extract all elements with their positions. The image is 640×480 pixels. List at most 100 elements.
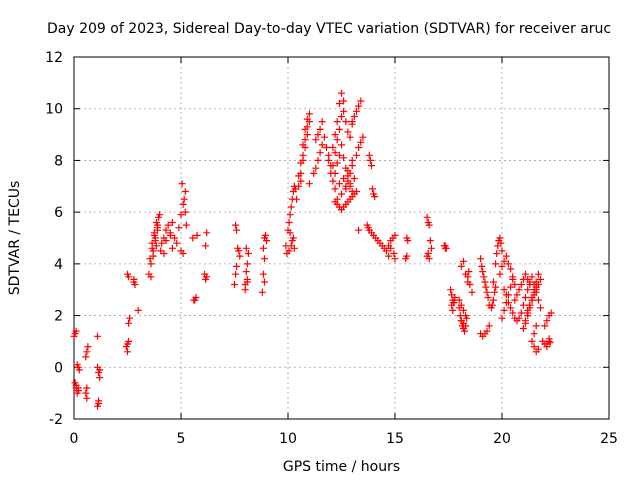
data-point (233, 226, 241, 234)
data-point (483, 327, 491, 335)
data-point (314, 156, 322, 164)
data-point (182, 221, 190, 229)
data-point (492, 260, 500, 268)
data-point (147, 273, 155, 281)
data-point (297, 159, 305, 167)
data-point (346, 133, 354, 141)
data-point (522, 294, 529, 301)
data-point (303, 131, 311, 139)
data-point (511, 281, 519, 288)
data-point (515, 286, 523, 294)
data-point (124, 348, 131, 356)
data-point (335, 100, 343, 107)
data-point (353, 107, 360, 115)
data-point (335, 125, 343, 133)
data-point (305, 110, 313, 118)
data-point (426, 237, 434, 245)
data-point (403, 234, 411, 242)
data-point (293, 195, 301, 203)
data-point (148, 244, 156, 252)
data-point (181, 208, 189, 216)
data-point (541, 322, 549, 330)
data-point (497, 239, 505, 247)
y-axis-title: SDTVAR / TECUs (7, 181, 23, 296)
data-point (342, 182, 350, 190)
data-points (70, 89, 555, 410)
data-point (203, 229, 211, 237)
data-point (543, 317, 551, 325)
data-point (84, 343, 92, 351)
data-point (522, 270, 529, 278)
data-point (158, 239, 166, 247)
data-point (390, 250, 398, 257)
data-point (369, 185, 376, 193)
data-point (350, 113, 358, 120)
data-point (519, 301, 527, 309)
data-point (483, 288, 491, 296)
data-point (509, 309, 517, 317)
x-tick-label: 20 (493, 431, 511, 447)
data-point (466, 281, 474, 288)
data-point (528, 273, 536, 281)
data-point (177, 211, 185, 219)
data-point (125, 337, 133, 345)
data-point (331, 149, 339, 157)
data-point (357, 97, 365, 105)
data-point (526, 278, 534, 286)
data-point (480, 273, 488, 281)
data-point (329, 177, 337, 185)
data-point (498, 314, 506, 322)
data-point (316, 125, 324, 133)
data-point (488, 301, 496, 309)
data-point (301, 136, 309, 144)
x-tick-label: 15 (386, 431, 404, 447)
data-point (316, 149, 324, 157)
data-point (517, 281, 525, 288)
data-point (305, 180, 313, 188)
data-point (236, 252, 244, 260)
x-tick-label: 25 (600, 431, 618, 447)
data-point (318, 141, 326, 149)
data-point (173, 239, 181, 247)
data-point (496, 234, 504, 242)
x-axis-title: GPS time / hours (283, 459, 400, 475)
data-point (460, 306, 467, 314)
y-tick-label: 12 (45, 50, 63, 66)
data-point (346, 169, 354, 177)
data-point (522, 317, 529, 325)
data-point (154, 226, 161, 234)
data-point (348, 162, 356, 170)
data-point (340, 107, 348, 115)
y-tick-label: 10 (45, 102, 63, 118)
data-point (368, 162, 375, 170)
data-point (534, 296, 542, 304)
chart-title: Day 209 of 2023, Sidereal Day-to-day VTE… (47, 21, 611, 37)
data-point (156, 211, 164, 219)
data-point (342, 118, 350, 126)
y-tick-label: 2 (54, 309, 63, 325)
data-point (329, 144, 337, 151)
data-point (366, 156, 374, 164)
data-point (333, 159, 341, 167)
data-point (149, 252, 157, 260)
data-point (83, 348, 91, 356)
data-point (325, 156, 333, 164)
data-point (340, 97, 348, 105)
data-point (502, 291, 510, 299)
data-point (460, 319, 467, 327)
data-point (338, 141, 345, 149)
data-point (353, 188, 360, 195)
data-point (74, 384, 82, 392)
data-point (449, 306, 457, 314)
data-point (348, 118, 356, 126)
y-tick-label: 8 (54, 153, 63, 169)
data-point (546, 339, 554, 347)
data-point (534, 270, 542, 278)
data-point (460, 257, 467, 265)
data-point (355, 226, 363, 234)
data-point (491, 288, 498, 296)
data-point (532, 322, 540, 330)
data-point (75, 366, 83, 374)
data-point (359, 133, 367, 141)
